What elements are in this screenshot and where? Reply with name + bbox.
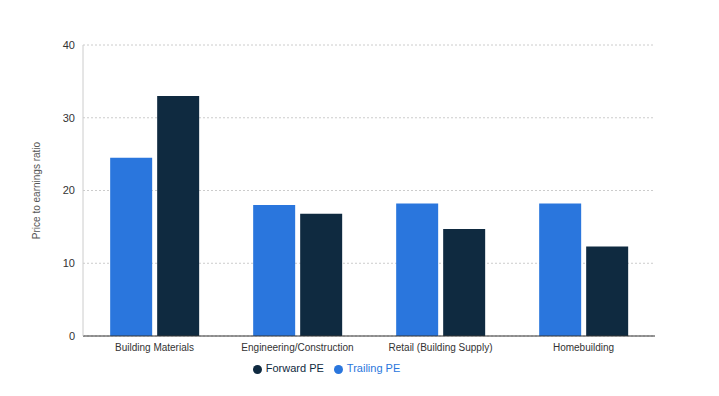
svg-text:0: 0 [69,330,75,342]
svg-text:10: 10 [63,257,75,269]
svg-text:30: 30 [63,112,75,124]
html-text:Trailing PE: Trailing PE [346,362,401,374]
html-text:Forward PE: Forward PE [265,362,324,374]
svg-text:Building Materials: Building Materials [115,342,194,353]
svg-text:Price to earnings ratio: Price to earnings ratio [31,141,42,239]
svg-text:Homebuilding: Homebuilding [553,342,614,353]
svg-text:20: 20 [63,184,75,196]
svg-text:Retail (Building Supply): Retail (Building Supply) [389,342,493,353]
svg-text:Engineering/Construction: Engineering/Construction [241,342,353,353]
svg-text:40: 40 [63,39,75,51]
